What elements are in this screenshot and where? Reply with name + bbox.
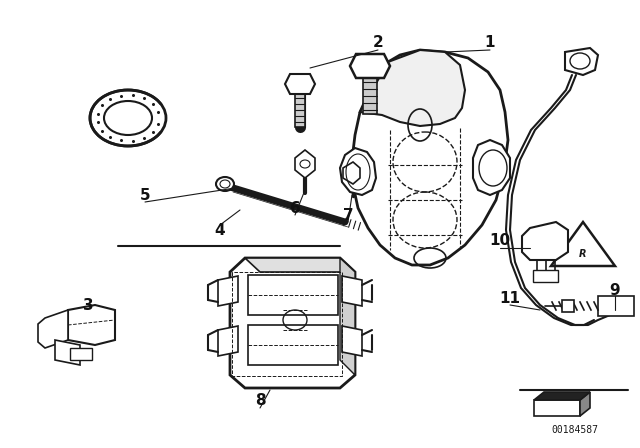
Polygon shape: [534, 392, 590, 400]
Polygon shape: [533, 270, 558, 282]
Text: 10: 10: [490, 233, 511, 247]
Polygon shape: [38, 310, 68, 348]
Polygon shape: [580, 392, 590, 416]
Text: 6: 6: [290, 201, 300, 215]
Text: 3: 3: [83, 297, 93, 313]
Polygon shape: [343, 162, 360, 184]
Polygon shape: [363, 78, 377, 114]
Polygon shape: [342, 276, 362, 306]
Polygon shape: [473, 140, 510, 195]
Polygon shape: [248, 325, 338, 365]
Text: 00184587: 00184587: [552, 425, 598, 435]
Text: 7: 7: [342, 207, 353, 223]
Polygon shape: [562, 300, 574, 312]
Text: 1: 1: [484, 34, 495, 49]
Polygon shape: [340, 148, 376, 195]
Polygon shape: [352, 50, 508, 265]
Polygon shape: [350, 54, 390, 78]
Polygon shape: [522, 222, 568, 260]
Polygon shape: [551, 222, 615, 266]
Polygon shape: [55, 340, 80, 365]
Text: R: R: [579, 249, 587, 259]
Text: 5: 5: [140, 188, 150, 202]
Polygon shape: [598, 296, 634, 316]
Polygon shape: [245, 258, 355, 272]
Polygon shape: [360, 50, 465, 126]
Polygon shape: [342, 326, 362, 356]
Polygon shape: [68, 305, 115, 345]
Text: 2: 2: [372, 34, 383, 49]
Text: 9: 9: [610, 283, 620, 297]
Text: 11: 11: [499, 290, 520, 306]
Polygon shape: [295, 150, 315, 178]
Polygon shape: [340, 258, 355, 375]
Polygon shape: [565, 48, 598, 75]
Ellipse shape: [216, 177, 234, 191]
Polygon shape: [230, 258, 355, 388]
Polygon shape: [248, 275, 338, 315]
Text: 8: 8: [255, 392, 266, 408]
Text: 4: 4: [214, 223, 225, 237]
Polygon shape: [534, 400, 580, 416]
Polygon shape: [218, 326, 238, 356]
Polygon shape: [295, 94, 305, 127]
Polygon shape: [218, 276, 238, 306]
Polygon shape: [70, 348, 92, 360]
Polygon shape: [285, 74, 315, 94]
